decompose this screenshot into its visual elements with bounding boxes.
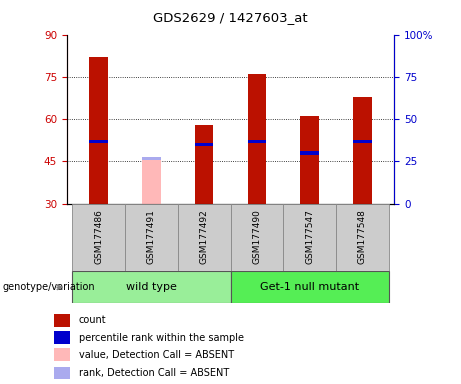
Bar bbox=[54, 367, 71, 379]
Bar bbox=[72, 271, 230, 303]
Bar bbox=[54, 314, 71, 327]
Bar bbox=[230, 204, 284, 271]
Bar bbox=[353, 140, 372, 143]
Text: GSM177547: GSM177547 bbox=[305, 209, 314, 264]
Text: GSM177486: GSM177486 bbox=[94, 209, 103, 264]
Text: GSM177491: GSM177491 bbox=[147, 209, 156, 264]
Bar bbox=[336, 204, 389, 271]
Bar bbox=[230, 271, 389, 303]
Bar bbox=[72, 204, 125, 271]
Bar bbox=[177, 204, 230, 271]
Bar bbox=[195, 143, 213, 146]
Bar bbox=[54, 348, 71, 361]
Text: percentile rank within the sample: percentile rank within the sample bbox=[78, 333, 243, 343]
Text: Get-1 null mutant: Get-1 null mutant bbox=[260, 282, 359, 292]
Bar bbox=[248, 140, 266, 143]
Bar bbox=[284, 204, 336, 271]
Bar bbox=[142, 157, 160, 160]
Text: wild type: wild type bbox=[126, 282, 177, 292]
Bar bbox=[142, 159, 160, 204]
Bar bbox=[195, 125, 213, 204]
Bar bbox=[54, 331, 71, 344]
Text: genotype/variation: genotype/variation bbox=[2, 282, 95, 292]
Bar bbox=[89, 140, 108, 143]
Bar bbox=[89, 57, 108, 204]
Text: count: count bbox=[78, 316, 106, 326]
Bar bbox=[301, 116, 319, 204]
Text: GSM177490: GSM177490 bbox=[252, 209, 261, 264]
Text: GDS2629 / 1427603_at: GDS2629 / 1427603_at bbox=[153, 12, 308, 25]
Bar bbox=[125, 204, 177, 271]
Bar bbox=[248, 74, 266, 204]
Bar bbox=[301, 151, 319, 154]
Text: value, Detection Call = ABSENT: value, Detection Call = ABSENT bbox=[78, 349, 234, 359]
Text: rank, Detection Call = ABSENT: rank, Detection Call = ABSENT bbox=[78, 368, 229, 378]
Text: GSM177492: GSM177492 bbox=[200, 209, 209, 264]
Text: GSM177548: GSM177548 bbox=[358, 209, 367, 264]
Bar bbox=[353, 96, 372, 204]
